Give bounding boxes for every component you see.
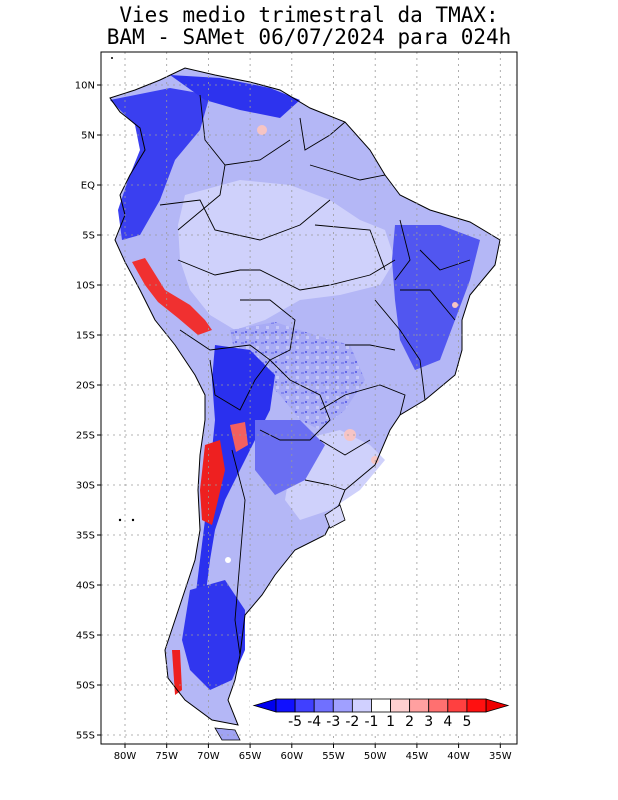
andes-north-blue <box>110 88 210 240</box>
lat-tick-label: 20S <box>76 381 95 392</box>
lat-tick-label: 10N <box>75 81 95 92</box>
pink-spot <box>452 302 458 308</box>
colorbar-label: 5 <box>462 714 471 730</box>
lon-tick-label: 40W <box>447 751 470 762</box>
colorbar-label: -1 <box>364 714 378 730</box>
lon-tick-label: 65W <box>239 751 262 762</box>
colorbar-swatch <box>275 698 296 713</box>
colorbar-swatch <box>313 698 334 713</box>
lon-tick-label: 35W <box>489 751 512 762</box>
chile-andes-red-2 <box>230 422 248 452</box>
coastline <box>109 67 501 726</box>
grid-lines <box>101 52 517 744</box>
patagonia-red <box>172 650 182 695</box>
colorbar-swatch <box>447 698 468 713</box>
peru-andes-red <box>132 258 212 335</box>
colorbar-swatch <box>351 698 372 713</box>
latitude-axis: 10N 5N EQ 5S 10S 15S 20S 25S 30S 35S 40S 45S 50S 55S <box>75 81 101 742</box>
colorbar-label: -2 <box>345 714 359 730</box>
chile-andes-red <box>200 440 225 525</box>
island-dot <box>131 518 135 522</box>
colorbar-swatch <box>332 698 353 713</box>
white-spot <box>225 557 231 563</box>
plot-frame <box>100 51 518 745</box>
lat-tick-label: 30S <box>76 481 95 492</box>
lat-tick-label: 5S <box>82 231 95 242</box>
pink-spot <box>257 125 267 135</box>
colorbar-label: -3 <box>326 714 340 730</box>
country-borders <box>159 94 471 656</box>
pink-spot <box>344 429 356 441</box>
lon-tick-label: 45W <box>406 751 429 762</box>
lat-tick-label: 40S <box>76 581 95 592</box>
continent-group <box>109 57 501 741</box>
lat-tick-label: 15S <box>76 331 95 342</box>
lagoon-patch <box>324 504 346 529</box>
colorbar-label: 2 <box>405 714 414 730</box>
lat-tick-label: 50S <box>76 681 95 692</box>
lat-tick-label: 10S <box>76 281 95 292</box>
amazon-light-region <box>178 180 395 330</box>
colorbar-swatch <box>390 698 411 713</box>
map-title-line1: Vies medio trimestral da TMAX: <box>119 3 499 27</box>
chaco-blue <box>255 420 325 495</box>
longitude-axis: 80W 75W 70W 65W 60W 55W 50W 45W 40W 35W <box>114 744 512 762</box>
lon-tick-label: 50W <box>364 751 387 762</box>
map-title-line2: BAM - SAMet 06/07/2024 para 024h <box>106 25 512 49</box>
lon-tick-label: 75W <box>155 751 178 762</box>
colorbar-label: -5 <box>288 714 302 730</box>
colorbar-label: -4 <box>307 714 321 730</box>
lat-tick-label: EQ <box>81 181 95 192</box>
colorbar-swatch <box>371 698 391 713</box>
patagonia-blue <box>182 580 245 690</box>
tierra-del-fuego <box>214 727 241 741</box>
island-dot <box>111 57 113 59</box>
central-andes-blue <box>195 345 275 630</box>
colorbar-label: 1 <box>386 714 395 730</box>
lat-tick-label: 5N <box>81 131 95 142</box>
lon-tick-label: 80W <box>114 751 137 762</box>
colorbar-swatch <box>409 698 430 713</box>
lat-tick-label: 45S <box>76 631 95 642</box>
colorbar-swatch <box>294 698 315 713</box>
island-dot <box>118 518 122 522</box>
lon-tick-label: 55W <box>322 751 345 762</box>
colorbar-swatch <box>428 698 449 713</box>
colorbar-label: 3 <box>424 714 433 730</box>
lon-tick-label: 70W <box>197 751 220 762</box>
lon-tick-label: 60W <box>280 751 303 762</box>
lat-tick-label: 55S <box>76 731 95 742</box>
lat-tick-label: 35S <box>76 531 95 542</box>
lat-tick-label: 25S <box>76 431 95 442</box>
caribbean-coast-blue <box>170 75 300 118</box>
colorbar: -5 -4 -3 -2 -1 1 2 3 4 5 <box>250 692 512 732</box>
colorbar-label: 4 <box>443 714 452 730</box>
colorbar-swatch <box>466 698 487 713</box>
